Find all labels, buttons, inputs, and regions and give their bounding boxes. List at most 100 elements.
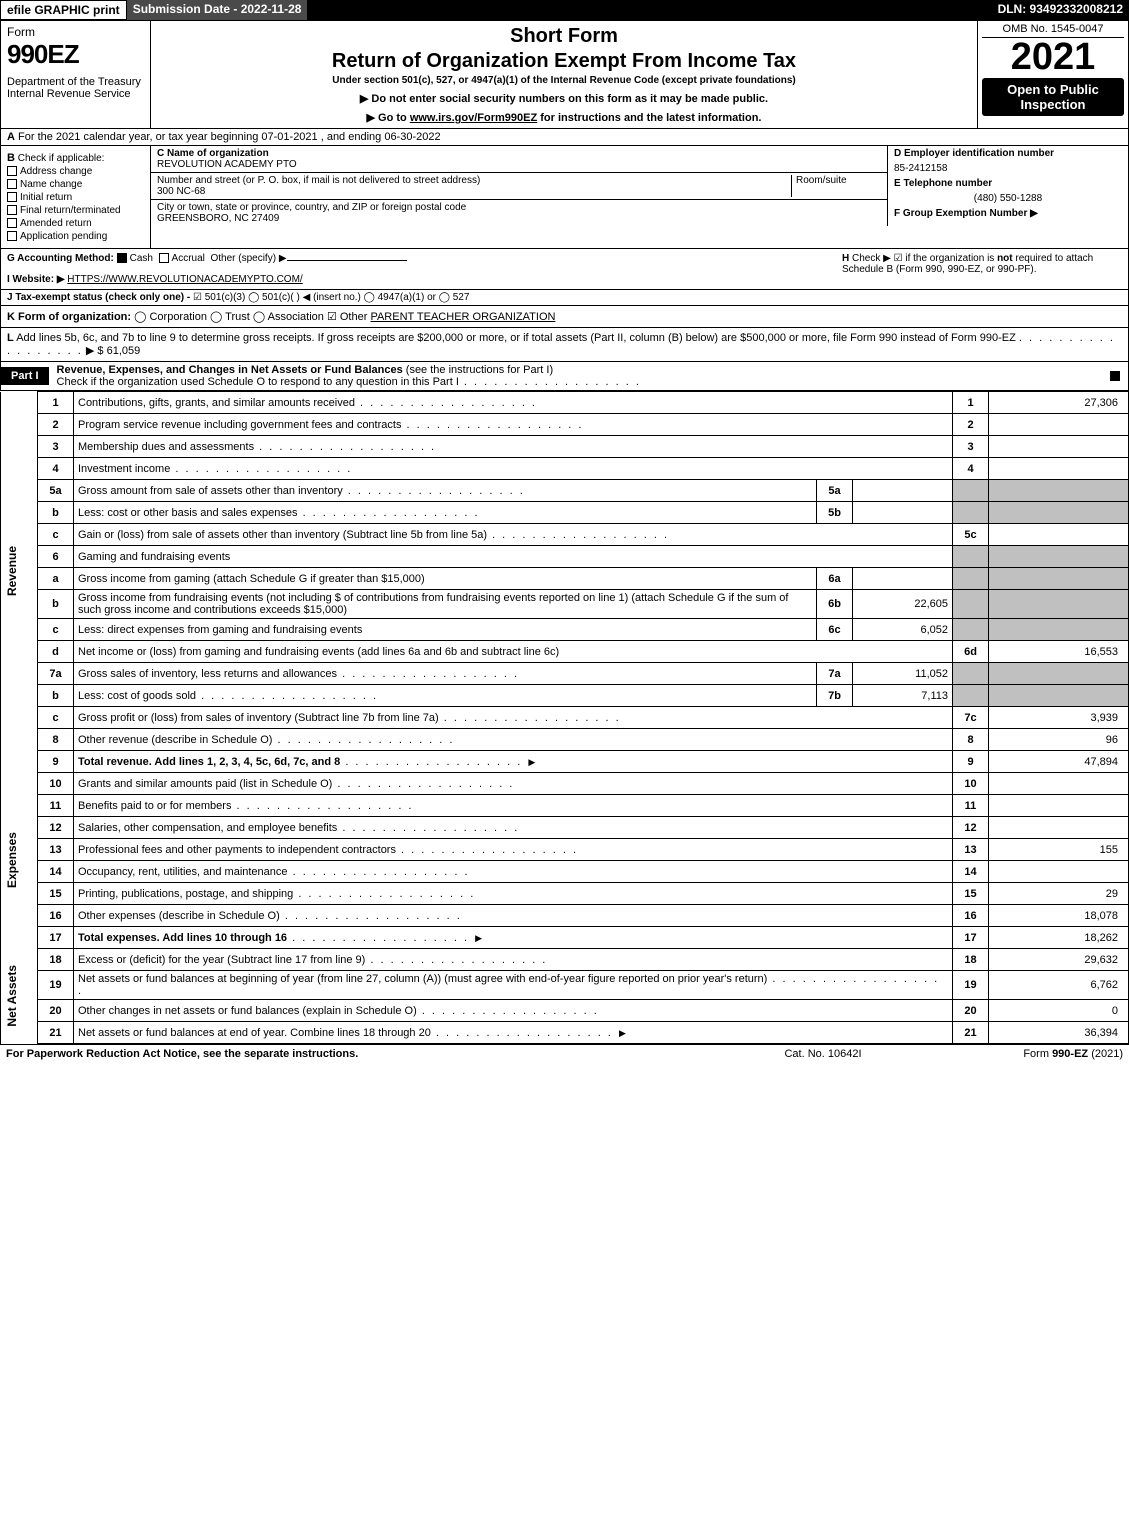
header-right: OMB No. 1545-0047 2021 Open to Public In… <box>978 21 1128 128</box>
dots <box>298 507 480 519</box>
line-num: a <box>38 568 74 590</box>
l-text: Add lines 5b, 6c, and 7b to line 9 to de… <box>16 332 1016 344</box>
note-2: ▶ Go to www.irs.gov/Form990EZ for instru… <box>157 111 971 124</box>
line-7c: c Gross profit or (loss) from sales of i… <box>1 707 1129 729</box>
dots <box>355 397 537 409</box>
note2-pre: ▶ Go to <box>367 112 410 124</box>
line-21: 21 Net assets or fund balances at end of… <box>1 1022 1129 1044</box>
grey-cell <box>989 619 1129 641</box>
dots <box>196 690 378 702</box>
result-val <box>989 795 1129 817</box>
desc-text: Less: cost or other basis and sales expe… <box>78 507 298 519</box>
line-num: 5a <box>38 480 74 502</box>
line-6d: d Net income or (loss) from gaming and f… <box>1 641 1129 663</box>
line-5b: b Less: cost or other basis and sales ex… <box>1 502 1129 524</box>
opt-name-change[interactable]: Name change <box>7 179 144 190</box>
line-9: 9 Total revenue. Add lines 1, 2, 3, 4, 5… <box>1 751 1129 773</box>
line-num: 12 <box>38 817 74 839</box>
result-num: 19 <box>953 971 989 1000</box>
note2-post: for instructions and the latest informat… <box>537 112 761 124</box>
website-link[interactable]: HTTPS://WWW.REVOLUTIONACADEMYPTO.COM/ <box>67 274 302 285</box>
line-6: 6 Gaming and fundraising events <box>1 546 1129 568</box>
dots <box>332 778 514 790</box>
result-num: 9 <box>953 751 989 773</box>
subtitle: Under section 501(c), 527, or 4947(a)(1)… <box>157 75 971 86</box>
addr-label: Number and street (or P. O. box, if mail… <box>157 175 791 186</box>
opt-application-pending[interactable]: Application pending <box>7 231 144 242</box>
opt-final-return[interactable]: Final return/terminated <box>7 205 144 216</box>
grey-cell <box>989 546 1129 568</box>
line-num: c <box>38 707 74 729</box>
desc-text: Contributions, gifts, grants, and simila… <box>78 397 355 409</box>
opt-label: Initial return <box>20 192 72 203</box>
sub-val <box>853 502 953 524</box>
grey-cell <box>953 663 989 685</box>
expenses-text: Expenses <box>5 832 19 888</box>
opt-label: Address change <box>20 166 92 177</box>
grey-cell <box>989 480 1129 502</box>
sub-val: 11,052 <box>853 663 953 685</box>
sub-num: 6c <box>817 619 853 641</box>
dots <box>431 1027 613 1039</box>
line-num: b <box>38 590 74 619</box>
result-val: 16,553 <box>989 641 1129 663</box>
short-form-title: Short Form <box>157 25 971 48</box>
k-other-value: PARENT TEACHER ORGANIZATION <box>370 311 555 323</box>
c-name-row: C Name of organization REVOLUTION ACADEM… <box>151 146 887 173</box>
opt-amended-return[interactable]: Amended return <box>7 218 144 229</box>
opt-label: Application pending <box>20 231 107 242</box>
dots <box>459 376 641 388</box>
b-title: Check if applicable: <box>18 153 105 164</box>
line-num: 4 <box>38 458 74 480</box>
arrow-icon <box>525 756 538 768</box>
result-val <box>989 436 1129 458</box>
line-num: b <box>38 685 74 707</box>
other-label: Other (specify) ▶ <box>210 253 286 264</box>
other-specify-field[interactable] <box>287 260 407 261</box>
desc-text: Less: direct expenses from gaming and fu… <box>78 624 362 636</box>
line-15: 15 Printing, publications, postage, and … <box>1 883 1129 905</box>
line-num: 3 <box>38 436 74 458</box>
dots <box>396 844 578 856</box>
result-num: 10 <box>953 773 989 795</box>
result-val: 96 <box>989 729 1129 751</box>
spacer <box>1 751 38 773</box>
row-j: J Tax-exempt status (check only one) - ☑… <box>0 290 1129 306</box>
desc-text: Net assets or fund balances at beginning… <box>78 973 767 985</box>
line-19: 19 Net assets or fund balances at beginn… <box>1 971 1129 1000</box>
dots <box>293 888 475 900</box>
sub-num: 5b <box>817 502 853 524</box>
netassets-text: Net Assets <box>5 965 19 1027</box>
note-1: ▶ Do not enter social security numbers o… <box>157 92 971 105</box>
grey-cell <box>953 568 989 590</box>
dots <box>287 932 469 944</box>
dots <box>487 529 669 541</box>
dln: DLN: 93492332008212 <box>992 0 1129 20</box>
result-val: 18,078 <box>989 905 1129 927</box>
desc-text: Gross income from gaming (attach Schedul… <box>78 573 425 585</box>
d-label: D Employer identification number <box>894 148 1122 159</box>
line-5a: 5a Gross amount from sale of assets othe… <box>1 480 1129 502</box>
accrual-checkbox[interactable] <box>159 253 169 263</box>
opt-initial-return[interactable]: Initial return <box>7 192 144 203</box>
netassets-vlabel: Net Assets <box>1 949 38 1044</box>
desc-text: Printing, publications, postage, and shi… <box>78 888 293 900</box>
sub-num: 5a <box>817 480 853 502</box>
cash-checkbox[interactable] <box>117 253 127 263</box>
dots <box>439 712 621 724</box>
grey-cell <box>989 685 1129 707</box>
irs-link[interactable]: www.irs.gov/Form990EZ <box>410 112 537 124</box>
result-val <box>989 817 1129 839</box>
col-b: B Check if applicable: Address change Na… <box>1 146 151 248</box>
opt-address-change[interactable]: Address change <box>7 166 144 177</box>
dots <box>288 866 470 878</box>
efile-label[interactable]: efile GRAPHIC print <box>0 0 127 20</box>
spacer <box>307 0 991 20</box>
dots <box>280 910 462 922</box>
result-num: 18 <box>953 949 989 971</box>
part-i-checkbox[interactable] <box>1104 370 1128 382</box>
grey-cell <box>953 480 989 502</box>
sub-num: 6b <box>817 590 853 619</box>
dots <box>337 668 519 680</box>
footer-right: Form 990-EZ (2021) <box>923 1048 1123 1060</box>
